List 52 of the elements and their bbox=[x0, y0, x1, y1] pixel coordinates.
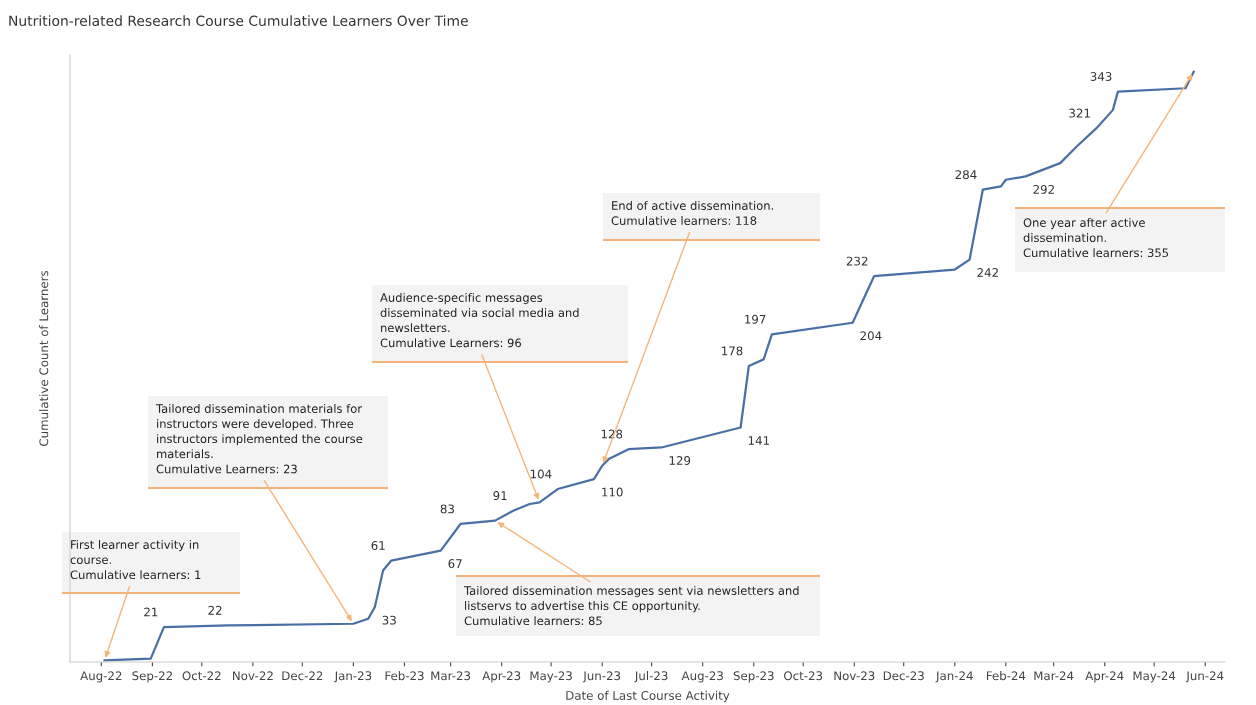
data-label: 21 bbox=[144, 607, 158, 617]
x-tick-label: Nov-22 bbox=[233, 671, 273, 681]
data-label: 22 bbox=[208, 605, 222, 615]
x-tick-label: May-23 bbox=[530, 671, 572, 683]
x-tick-label: Apr-24 bbox=[1085, 671, 1124, 683]
x-tick-label: Nov-23 bbox=[834, 671, 875, 681]
x-tick-label: Jun-24 bbox=[1185, 671, 1224, 683]
x-tick-label: Jun-23 bbox=[582, 671, 621, 683]
data-label: 61 bbox=[371, 541, 385, 550]
x-tick-label: Jan-23 bbox=[334, 671, 372, 683]
data-label: 91 bbox=[493, 491, 507, 501]
data-label: 284 bbox=[955, 170, 977, 180]
data-label: 129 bbox=[669, 456, 691, 465]
data-label: 67 bbox=[448, 559, 462, 569]
x-tick-label: Oct-22 bbox=[182, 671, 221, 681]
x-tick-label: Dec-23 bbox=[883, 671, 924, 681]
data-label: 232 bbox=[846, 256, 868, 266]
annotation: First learner activity in course. Cumulative learners: 1 bbox=[70, 540, 201, 580]
x-tick-label: Sep-23 bbox=[733, 671, 774, 683]
x-tick-label: Dec-22 bbox=[282, 671, 323, 681]
annotation: End of active dissemination. Cumulative learners: 118 bbox=[611, 201, 773, 226]
data-label: 104 bbox=[530, 469, 552, 479]
x-tick-label: Feb-24 bbox=[986, 671, 1026, 681]
data-label: 33 bbox=[382, 615, 396, 625]
x-tick-label: Aug-22 bbox=[80, 671, 122, 683]
data-label: 242 bbox=[977, 268, 998, 277]
data-label: 204 bbox=[860, 331, 882, 341]
x-tick-label: Aug-23 bbox=[681, 671, 723, 683]
x-axis-title: Date of Last Course Activity bbox=[566, 690, 730, 703]
annotation: Tailored dissemination messages sent via newsletters and listservs to advertise this CE opportunity. Cumulative learners: 85 bbox=[463, 586, 799, 626]
data-label: 321 bbox=[1069, 108, 1090, 118]
x-tick-label: May-24 bbox=[1133, 671, 1176, 683]
x-tick-label: Jan-24 bbox=[935, 671, 973, 683]
data-label: 197 bbox=[745, 314, 766, 324]
x-tick-label: Mar-24 bbox=[1034, 671, 1074, 681]
annotation: Tailored dissemination materials for instructors were developed. Three instructors implemented the course materials. Cumulative Learners: 23 bbox=[155, 404, 363, 474]
data-label: 292 bbox=[1033, 184, 1054, 194]
data-label: 141 bbox=[748, 436, 769, 445]
data-label: 343 bbox=[1090, 72, 1112, 81]
data-label: 83 bbox=[440, 504, 454, 514]
x-tick-label: Oct-23 bbox=[784, 671, 823, 681]
x-tick-label: Feb-23 bbox=[385, 671, 424, 681]
x-tick-label: Jul-23 bbox=[634, 671, 668, 683]
x-tick-label: Mar-23 bbox=[431, 671, 471, 681]
annotation: Audience-specific messages disseminated via social media and newsletters. Cumulative Learners: 96 bbox=[380, 293, 579, 348]
x-tick-label: Sep-22 bbox=[132, 671, 172, 683]
x-tick-label: Apr-23 bbox=[482, 671, 521, 683]
y-axis-title: Cumulative Count of Learners bbox=[39, 270, 49, 447]
data-label: 178 bbox=[722, 346, 743, 356]
data-label: 110 bbox=[602, 487, 623, 497]
annotation: One year after active dissemination. Cumulative learners: 355 bbox=[1023, 218, 1169, 258]
chart-title: Nutrition-related Research Course Cumulative Learners Over Time bbox=[9, 15, 468, 27]
